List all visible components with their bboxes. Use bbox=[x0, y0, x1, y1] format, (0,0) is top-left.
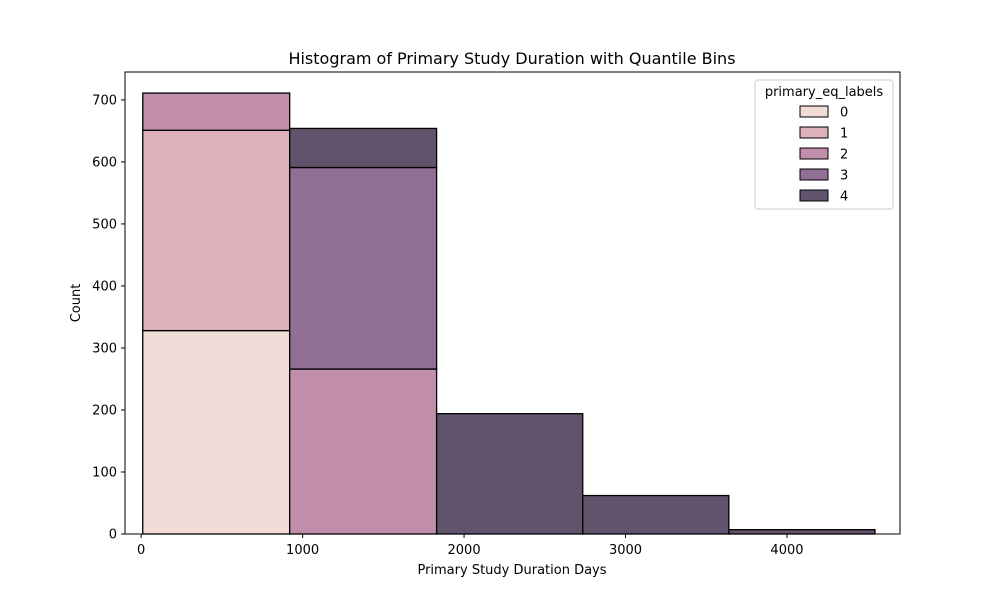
bar-series-4-bin-4 bbox=[728, 529, 876, 535]
bars-group bbox=[142, 92, 876, 535]
x-tick-label: 1000 bbox=[286, 543, 319, 558]
y-tick-label: 500 bbox=[92, 217, 117, 232]
legend-label-3: 3 bbox=[840, 169, 848, 184]
legend: primary_eq_labels 0 1 2 3 4 bbox=[754, 79, 894, 210]
legend-box bbox=[754, 79, 894, 210]
x-tick-label: 0 bbox=[137, 543, 145, 558]
y-axis: 0 100 200 300 400 500 600 700 bbox=[92, 93, 125, 543]
x-tick-label: 3000 bbox=[609, 543, 642, 558]
legend-swatch-2 bbox=[799, 147, 829, 160]
y-axis-title: Count bbox=[69, 284, 84, 323]
x-tick-label: 2000 bbox=[448, 543, 481, 558]
bar-series-2-bin-0 bbox=[142, 92, 291, 131]
legend-items: 0 1 2 3 4 bbox=[799, 105, 848, 205]
legend-title: primary_eq_labels bbox=[765, 85, 884, 100]
legend-swatch-0 bbox=[799, 105, 829, 118]
y-tick-label: 100 bbox=[92, 465, 117, 480]
bar-series-0-bin-0 bbox=[142, 329, 291, 535]
bar-series-3-bin-1 bbox=[289, 166, 438, 370]
legend-swatch-3 bbox=[799, 168, 829, 181]
y-tick-label: 300 bbox=[92, 341, 117, 356]
y-tick-label: 600 bbox=[92, 155, 117, 170]
x-axis: 0 1000 2000 3000 4000 bbox=[137, 534, 804, 558]
bar-series-4-bin-1 bbox=[289, 127, 438, 169]
bar-series-1-bin-0 bbox=[142, 129, 291, 332]
bar-series-4-bin-3 bbox=[582, 494, 730, 535]
chart-title: Histogram of Primary Study Duration with… bbox=[288, 49, 735, 68]
bar-series-2-bin-1 bbox=[289, 368, 438, 535]
x-tick-label: 4000 bbox=[770, 543, 803, 558]
x-axis-title: Primary Study Duration Days bbox=[417, 563, 606, 578]
legend-swatch-4 bbox=[799, 189, 829, 202]
bar-series-4-bin-2 bbox=[435, 413, 584, 535]
legend-label-2: 2 bbox=[840, 148, 848, 163]
y-tick-label: 200 bbox=[92, 403, 117, 418]
y-tick-label: 0 bbox=[109, 528, 117, 543]
y-tick-label: 400 bbox=[92, 279, 117, 294]
legend-swatch-1 bbox=[799, 126, 829, 139]
y-tick-label: 700 bbox=[92, 93, 117, 108]
legend-label-4: 4 bbox=[840, 190, 848, 205]
legend-label-1: 1 bbox=[840, 127, 848, 142]
plot-area-frame bbox=[124, 71, 901, 535]
legend-label-0: 0 bbox=[840, 106, 848, 121]
